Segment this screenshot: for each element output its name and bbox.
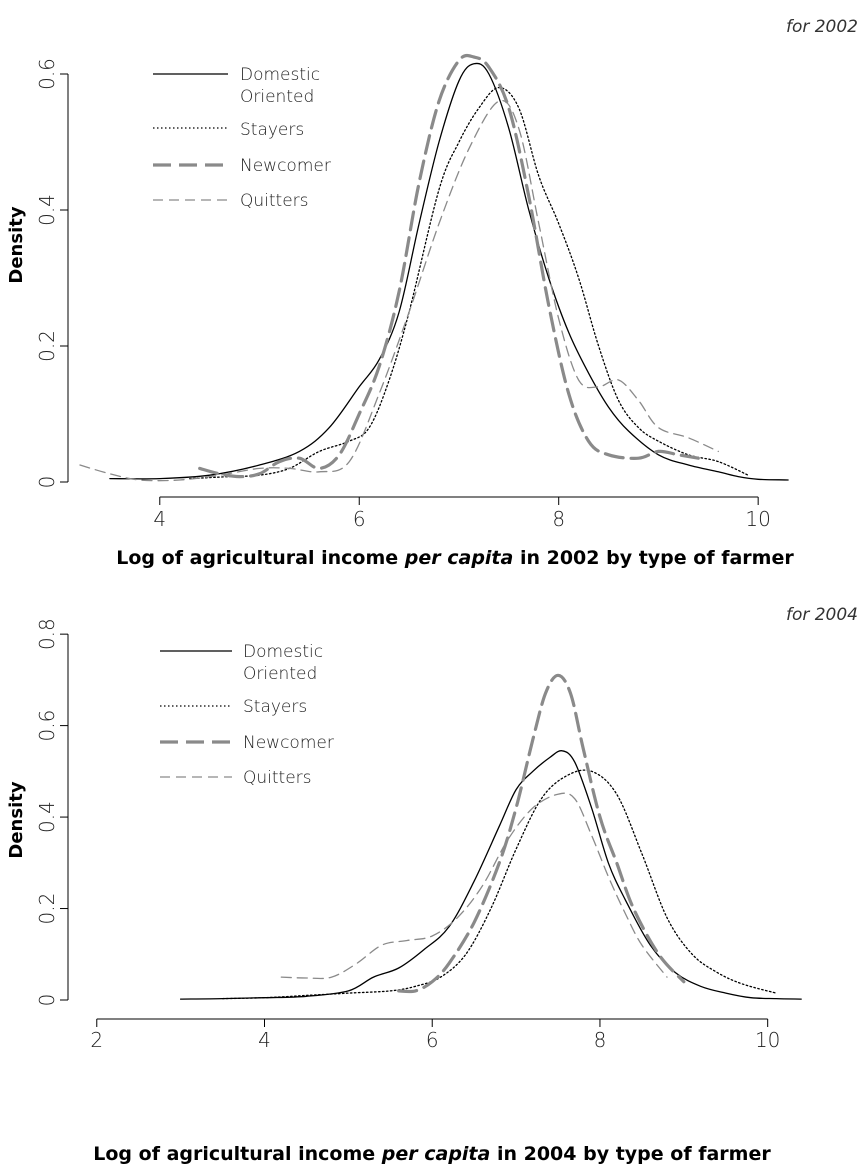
legend-label-quitters: Quitters	[240, 191, 309, 211]
legend-label-stayers: Stayers	[243, 697, 307, 717]
y-tick-label-2002: 0.2	[35, 330, 59, 362]
x-tick-label-2002: 6	[353, 507, 366, 531]
x-tick-label-2004: 10	[755, 1028, 780, 1052]
y-tick-label-2004: 0.2	[35, 893, 59, 925]
x-axis-label-2002-pre: Log of agricultural income	[116, 547, 405, 569]
y-axis-label-2002: Density	[6, 206, 27, 283]
y-tick-label-2002: 0.6	[35, 58, 59, 90]
x-axis-label-2002: Log of agricultural income per capita in…	[116, 547, 794, 569]
x-tick-label-2002: 4	[153, 507, 166, 531]
y-tick-label-2004: 0.4	[35, 801, 59, 833]
chart-2002: for 2002 0 0.2 0.4 0.6 4 6 8 10 Domestic Orient…	[6, 17, 858, 569]
x-tick-label-2004: 8	[594, 1028, 607, 1052]
y-tick-label-2004: 0.8	[35, 618, 59, 650]
legend-2004: Domestic Oriented Stayers Newcomer Quitt…	[160, 642, 334, 788]
x-axis-label-2004-post: in 2004 by type of farmer	[490, 1143, 771, 1165]
x-axis-label-2002-italic: per capita	[404, 547, 514, 569]
y-tick-label-2002: 0.4	[35, 194, 59, 226]
series-line-domestic-oriented-2002	[109, 62, 789, 481]
series-line-quitters-2002	[79, 99, 719, 482]
series-line-newcomer-2002	[198, 53, 700, 479]
y-axis-label-2004: Density	[6, 781, 27, 858]
y-tick-label-2002: 0	[35, 476, 59, 489]
y-tick-label-2004: 0	[35, 994, 59, 1007]
chart-2004: for 2004 0 0.2 0.4 0.6 0.8 2 4 6 8 10 Domestic Or…	[6, 605, 858, 1165]
x-tick-label-2004: 2	[90, 1028, 103, 1052]
series-line-domestic-oriented-2004	[179, 750, 802, 1000]
legend-label-oriented: Oriented	[243, 664, 317, 684]
legend-label-domestic: Domestic	[240, 65, 320, 85]
x-axis-label-2004-pre: Log of agricultural income	[93, 1143, 382, 1165]
x-tick-label-2004: 6	[426, 1028, 439, 1052]
x-tick-label-2002: 8	[552, 507, 565, 531]
series-line-stayers-2002	[189, 86, 749, 480]
x-tick-label-2004: 4	[258, 1028, 271, 1052]
x-axis-label-2004-italic: per capita	[381, 1143, 491, 1165]
series-line-stayers-2004	[221, 769, 777, 1000]
legend-label-newcomer: Newcomer	[240, 156, 331, 176]
x-axis-label-2002-post: in 2002 by type of farmer	[513, 547, 794, 569]
series-line-quitters-2004	[280, 792, 668, 980]
x-axis-label-2004: Log of agricultural income per capita in…	[93, 1143, 771, 1165]
legend-label-oriented: Oriented	[240, 87, 314, 107]
chart-title-2004: for 2004	[786, 605, 858, 625]
y-tick-label-2004: 0.6	[35, 710, 59, 742]
series-line-newcomer-2004	[397, 673, 686, 994]
legend-label-newcomer: Newcomer	[243, 733, 334, 753]
legend-2002: Domestic Oriented Stayers Newcomer Quitt…	[153, 65, 331, 211]
legend-label-quitters: Quitters	[243, 768, 312, 788]
x-tick-label-2002: 10	[745, 507, 770, 531]
chart-title-2002: for 2002	[786, 17, 858, 37]
legend-label-domestic: Domestic	[243, 642, 323, 662]
legend-label-stayers: Stayers	[240, 120, 304, 140]
